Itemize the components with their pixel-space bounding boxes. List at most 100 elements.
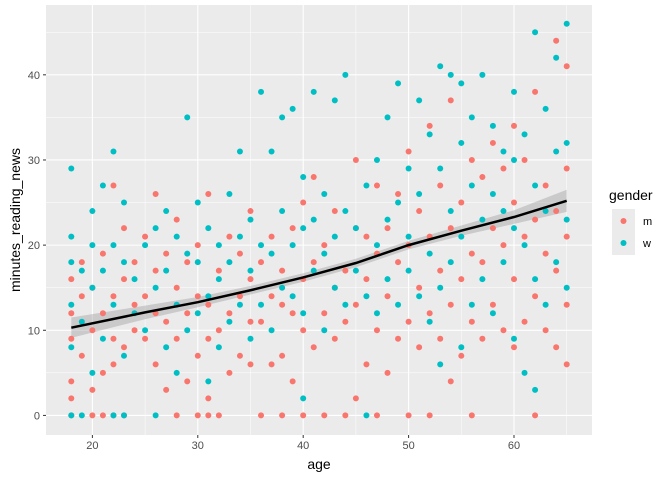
point-w: [373, 310, 380, 317]
point-w: [563, 284, 570, 291]
point-w: [184, 250, 191, 257]
point-m: [542, 327, 549, 334]
point-m: [205, 412, 212, 419]
point-m: [489, 139, 496, 146]
point-m: [437, 267, 444, 274]
point-m: [511, 276, 517, 283]
point-w: [194, 199, 201, 206]
point-m: [142, 293, 149, 300]
point-w: [458, 233, 465, 240]
point-m: [500, 327, 507, 334]
smooth-trend-line: [71, 199, 568, 329]
point-w: [110, 301, 117, 308]
point-w: [416, 191, 423, 198]
point-w: [416, 293, 423, 300]
point-w: [331, 97, 338, 104]
point-w: [300, 395, 307, 402]
point-w: [489, 191, 496, 198]
y-tick-label: 0: [34, 410, 40, 422]
point-m: [215, 267, 222, 274]
point-m: [553, 344, 560, 351]
point-m: [489, 225, 496, 232]
point-w: [479, 276, 486, 283]
point-w: [215, 344, 222, 351]
point-m: [342, 318, 349, 325]
point-w: [532, 29, 539, 36]
point-m: [226, 233, 233, 240]
point-w: [426, 318, 433, 325]
point-m: [173, 335, 180, 342]
point-w: [163, 344, 170, 351]
point-w: [384, 216, 391, 223]
point-m: [268, 233, 275, 240]
confidence-band: [71, 189, 567, 338]
point-w: [352, 267, 359, 274]
point-w: [279, 208, 286, 215]
point-m: [532, 88, 539, 95]
point-m: [310, 344, 317, 351]
point-w: [500, 208, 507, 215]
point-w: [163, 208, 170, 215]
point-w: [321, 327, 328, 334]
point-m: [384, 293, 391, 300]
point-w: [289, 242, 296, 249]
point-w: [268, 250, 275, 257]
point-m: [247, 318, 254, 325]
point-w: [542, 301, 549, 308]
point-w: [437, 63, 444, 70]
point-m: [152, 361, 159, 368]
point-w: [152, 284, 159, 291]
point-w: [226, 318, 233, 325]
point-w: [78, 412, 85, 419]
point-w: [258, 242, 265, 249]
point-m: [300, 327, 307, 334]
point-m: [173, 412, 180, 419]
point-w: [163, 267, 170, 274]
point-m: [121, 225, 127, 232]
point-w: [300, 174, 307, 180]
point-m: [532, 412, 539, 419]
point-m: [500, 242, 507, 249]
y-tick-label: 20: [28, 240, 40, 252]
point-w: [121, 199, 127, 206]
point-m: [511, 344, 517, 351]
point-m: [68, 310, 75, 317]
point-w: [99, 182, 106, 189]
point-w: [142, 327, 149, 334]
point-w: [121, 352, 127, 359]
point-w: [110, 148, 117, 155]
point-m: [331, 208, 338, 215]
point-w: [184, 114, 191, 121]
point-m: [110, 361, 117, 368]
point-m: [511, 199, 517, 206]
point-w: [152, 225, 159, 232]
point-w: [395, 80, 402, 87]
legend-label-m: m: [643, 216, 652, 228]
point-m: [363, 233, 370, 240]
point-m: [258, 412, 265, 419]
y-axis-label: minutes_reading_news: [7, 148, 23, 292]
point-w: [310, 267, 317, 274]
point-m: [373, 412, 380, 419]
point-m: [405, 148, 412, 155]
y-tick-label: 40: [28, 70, 40, 82]
point-w: [532, 386, 539, 393]
point-m: [68, 276, 75, 283]
point-m: [405, 318, 412, 325]
point-w: [121, 412, 127, 419]
point-m: [236, 250, 243, 257]
point-m: [68, 378, 75, 385]
point-m: [236, 352, 243, 359]
point-w: [511, 225, 517, 232]
point-m: [373, 182, 380, 189]
point-m: [89, 386, 96, 393]
point-w: [489, 122, 496, 129]
point-m: [173, 216, 180, 223]
point-m: [416, 208, 423, 215]
point-m: [331, 335, 338, 342]
point-m: [542, 182, 549, 189]
point-m: [184, 310, 191, 317]
point-m: [205, 301, 212, 308]
point-m: [68, 395, 75, 402]
